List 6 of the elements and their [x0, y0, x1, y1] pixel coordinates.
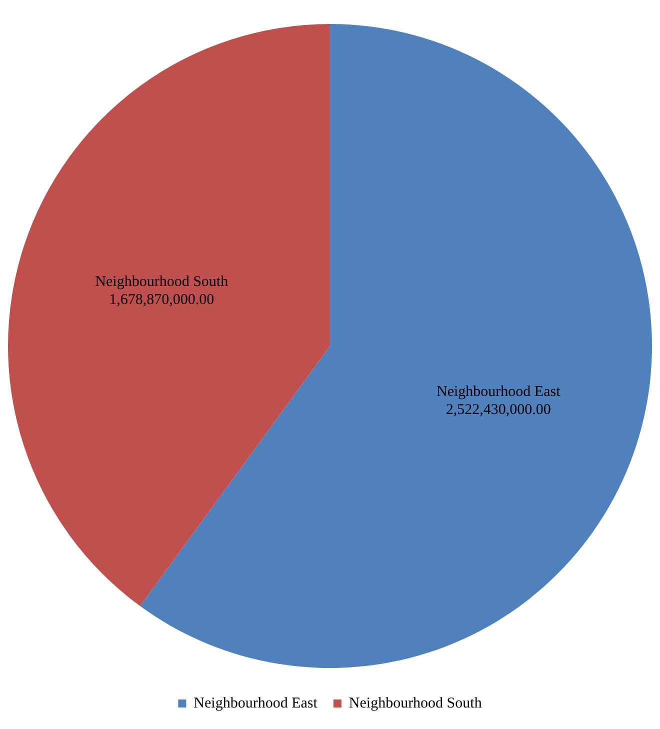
- data-label: 1,678,870,000.00: [109, 292, 214, 308]
- legend-label: Neighbourhood East: [194, 695, 318, 712]
- slice-label: Neighbourhood South: [95, 274, 229, 290]
- slice-label: Neighbourhood East: [436, 384, 562, 400]
- legend-label: Neighbourhood South: [348, 695, 482, 712]
- data-label: 2,522,430,000.00: [446, 402, 551, 418]
